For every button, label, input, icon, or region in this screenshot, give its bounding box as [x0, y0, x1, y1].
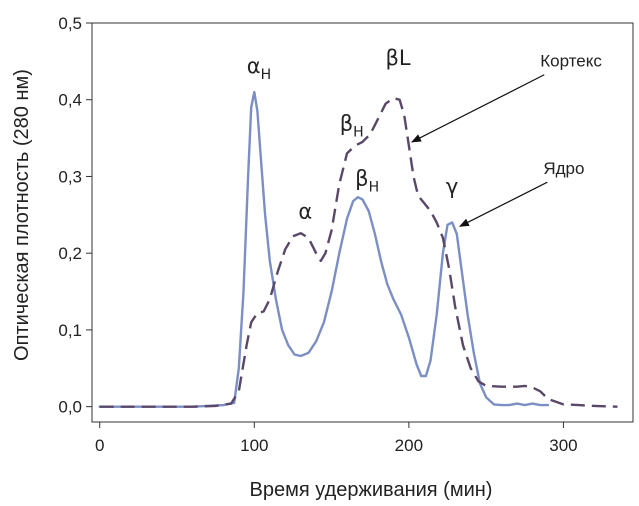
x-tick-label: 0 — [95, 436, 104, 455]
label-arrow — [411, 74, 545, 143]
series-line-cortex — [99, 97, 618, 408]
y-tick-label: 0,1 — [58, 321, 82, 340]
peak-annotation: βH — [340, 111, 364, 140]
peak-annotation: βH — [355, 167, 379, 196]
y-tick-label: 0,5 — [58, 14, 82, 33]
series-line-core — [98, 90, 550, 408]
peak-annotation: βL — [385, 46, 410, 70]
peak-annotations: αH α βH βH βL γ — [247, 46, 459, 223]
series-label: Кортекс — [540, 52, 602, 71]
plot-frame — [91, 22, 634, 423]
peak-annotation: γ — [446, 174, 458, 198]
y-tick-label: 0,3 — [58, 167, 82, 186]
x-axis-label: Время удерживания (мин) — [250, 479, 493, 501]
y-tick-label: 0,0 — [58, 398, 82, 417]
y-axis: 0,0 0,1 0,2 0,3 0,4 0,5 — [58, 14, 92, 417]
x-axis: 0 100 200 300 — [95, 422, 578, 455]
label-arrow — [458, 181, 548, 227]
y-tick-label: 0,4 — [58, 91, 82, 110]
peak-annotation: αH — [247, 54, 271, 83]
plot-border — [91, 22, 634, 423]
x-tick-label: 300 — [549, 436, 577, 455]
series-label: Ядро — [543, 159, 584, 178]
series-layer — [98, 90, 618, 408]
y-axis-label: Оптическая плотность (280 нм) — [11, 69, 33, 361]
series-labels: Кортекс Ядро — [411, 52, 602, 227]
x-tick-label: 200 — [395, 436, 423, 455]
y-tick-label: 0,2 — [58, 244, 82, 263]
x-tick-label: 100 — [240, 436, 268, 455]
peak-annotation: α — [298, 200, 312, 224]
